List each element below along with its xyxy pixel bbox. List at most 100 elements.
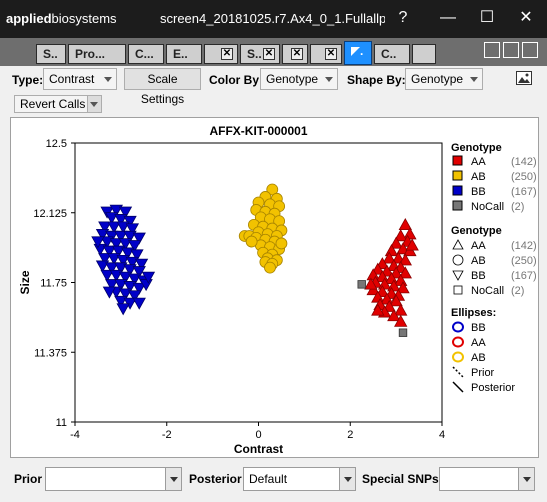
data-point-bb[interactable] — [111, 245, 126, 258]
data-point-bb[interactable] — [95, 228, 110, 241]
data-point-aa[interactable] — [387, 309, 401, 322]
data-point-bb[interactable] — [102, 286, 117, 299]
data-point-bb[interactable] — [116, 303, 130, 316]
data-point-aa[interactable] — [389, 294, 403, 307]
tab-11[interactable] — [412, 44, 436, 64]
tab-s2[interactable]: S.. ✕ — [240, 44, 280, 64]
data-point-bb[interactable] — [105, 262, 119, 275]
tab-close-icon[interactable]: ✕ — [325, 48, 337, 60]
data-point-bb[interactable] — [118, 271, 133, 284]
panel-collapse-icon[interactable] — [503, 42, 519, 58]
data-point-aa[interactable] — [398, 218, 412, 231]
data-point-bb[interactable] — [105, 212, 119, 225]
data-point-ab[interactable] — [275, 237, 288, 250]
tab-pro[interactable]: Pro... — [68, 44, 126, 64]
data-point-aa[interactable] — [394, 229, 408, 242]
data-point-aa[interactable] — [398, 253, 412, 266]
close-icon[interactable]: ✕ — [519, 9, 533, 26]
data-point-aa[interactable] — [396, 281, 410, 294]
data-point-bb[interactable] — [121, 247, 135, 260]
data-point-aa[interactable] — [371, 303, 385, 316]
data-point-bb[interactable] — [98, 221, 112, 234]
legend-shape-triangle-down-icon[interactable] — [452, 270, 464, 281]
tab-close-icon[interactable]: ✕ — [263, 48, 275, 60]
tab-c2[interactable]: C.. — [374, 44, 410, 64]
color-by-select[interactable]: Genotype — [260, 68, 338, 90]
data-point-bb[interactable] — [130, 249, 144, 262]
data-point-bb[interactable] — [132, 282, 146, 295]
tab-close-icon[interactable]: ✕ — [291, 48, 303, 60]
data-point-bb[interactable] — [109, 238, 123, 251]
data-point-bb[interactable] — [116, 221, 130, 234]
tab-5[interactable]: ✕ — [204, 44, 238, 64]
data-point-bb[interactable] — [118, 206, 133, 219]
data-point-ab[interactable] — [264, 261, 276, 274]
data-point-bb[interactable] — [114, 279, 128, 292]
tab-7[interactable]: ✕ — [282, 44, 308, 64]
data-point-bb[interactable] — [132, 297, 146, 310]
tab-e[interactable]: E.. — [166, 44, 202, 64]
posterior-select[interactable]: Default — [243, 467, 356, 491]
data-point-bb[interactable] — [127, 290, 142, 303]
data-point-ab[interactable] — [245, 235, 258, 248]
special-snps-select[interactable] — [439, 467, 535, 491]
scale-settings-button[interactable]: Scale Settings — [124, 68, 201, 106]
data-point-bb[interactable] — [127, 240, 142, 253]
data-point-bb[interactable] — [114, 214, 128, 227]
data-point-bb[interactable] — [114, 262, 128, 275]
image-export-icon[interactable] — [516, 71, 532, 85]
legend-shape-circle-icon[interactable] — [452, 254, 464, 266]
data-point-bb[interactable] — [98, 253, 112, 266]
data-point-aa[interactable] — [394, 314, 408, 327]
tab-active-plot[interactable]: . — [344, 41, 372, 65]
prior-select[interactable] — [45, 467, 182, 491]
data-point-nocall[interactable] — [398, 328, 408, 337]
type-select[interactable]: Contrast — [43, 68, 117, 90]
data-point-bb[interactable] — [109, 204, 123, 217]
data-point-bb[interactable] — [125, 223, 140, 236]
data-point-aa[interactable] — [389, 236, 403, 249]
data-point-aa[interactable] — [382, 251, 396, 264]
data-point-bb[interactable] — [123, 281, 137, 294]
panel-layout-icon[interactable] — [484, 42, 500, 58]
data-point-bb[interactable] — [107, 221, 121, 234]
data-point-bb[interactable] — [118, 288, 133, 301]
maximize-icon[interactable]: ☐ — [479, 9, 495, 26]
data-point-bb[interactable] — [118, 238, 133, 251]
tab-8[interactable]: ✕ — [310, 44, 342, 64]
data-point-nocall[interactable] — [357, 280, 366, 289]
tab-close-icon[interactable]: ✕ — [221, 48, 233, 60]
data-point-bb[interactable] — [100, 236, 114, 249]
data-point-bb[interactable] — [102, 245, 117, 258]
data-point-bb[interactable] — [141, 271, 156, 284]
help-icon[interactable]: ? — [398, 9, 408, 26]
data-point-bb[interactable] — [116, 254, 130, 268]
data-point-aa[interactable] — [364, 277, 378, 290]
data-point-bb[interactable] — [100, 269, 114, 282]
data-point-bb[interactable] — [114, 230, 128, 243]
shape-by-select[interactable]: Genotype — [405, 68, 483, 90]
scatter-chart[interactable]: AFFX-KIT-000001 -4 -2 0 2 4 11 11.375 11.75 12.12… — [11, 118, 538, 457]
data-point-bb[interactable] — [132, 232, 146, 245]
revert-calls-button[interactable]: Revert Calls — [14, 95, 102, 113]
tab-c[interactable]: C... — [128, 44, 164, 64]
panel-expand-icon[interactable] — [522, 42, 538, 58]
data-point-ab[interactable] — [266, 183, 279, 196]
minimize-icon[interactable]: — — [440, 9, 456, 26]
data-point-bb[interactable] — [109, 269, 123, 282]
data-point-bb[interactable] — [127, 273, 142, 286]
data-point-aa[interactable] — [405, 238, 419, 251]
data-point-aa[interactable] — [398, 266, 412, 279]
data-point-bb[interactable] — [125, 256, 140, 269]
data-point-bb[interactable] — [134, 258, 149, 271]
data-point-bb[interactable] — [95, 260, 110, 273]
data-point-bb[interactable] — [91, 236, 105, 249]
data-point-bb[interactable] — [114, 295, 128, 308]
tab-s[interactable]: S.. — [36, 44, 66, 64]
legend-shape-triangle-up-icon[interactable] — [452, 239, 464, 250]
data-point-bb[interactable] — [123, 230, 137, 243]
data-point-bb[interactable] — [107, 253, 121, 266]
data-point-bb[interactable] — [105, 279, 119, 292]
data-point-bb[interactable] — [123, 264, 137, 277]
legend-shape-square-icon[interactable] — [453, 285, 463, 295]
